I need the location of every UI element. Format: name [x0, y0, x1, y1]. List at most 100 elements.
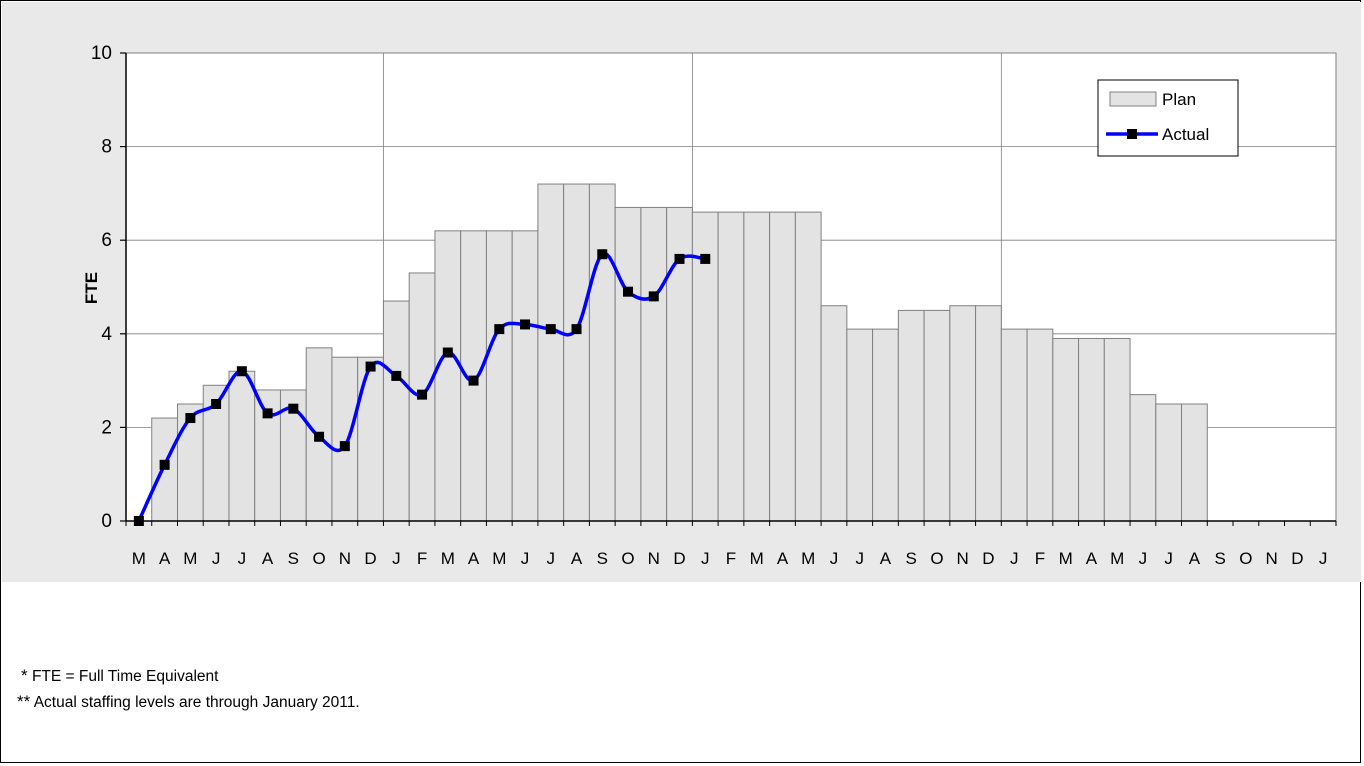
actual-point	[700, 253, 711, 264]
actual-point	[520, 319, 531, 330]
x-tick-label: N	[957, 549, 969, 568]
x-tick-label: M	[441, 549, 455, 568]
plan-bar	[794, 211, 822, 522]
plan-bar	[357, 356, 384, 522]
x-tick-label: M	[1059, 549, 1073, 568]
footnote-actual-mark: **	[17, 692, 31, 711]
x-tick-label: A	[571, 549, 583, 568]
x-tick-label: N	[1265, 549, 1277, 568]
x-tick-label: D	[364, 549, 376, 568]
y-tick-label: 2	[101, 417, 112, 438]
actual-point	[211, 399, 222, 409]
plan-bar	[1052, 337, 1080, 522]
legend-plan-swatch	[1109, 91, 1157, 107]
x-tick-label: O	[312, 549, 325, 568]
legend-plan-label: Plan	[1162, 90, 1196, 109]
plan-bar	[1155, 403, 1183, 522]
y-tick-label: 8	[101, 137, 112, 158]
x-tick-label: A	[159, 549, 171, 568]
plan-bar	[640, 206, 668, 522]
plan-bar	[511, 230, 539, 522]
actual-point	[571, 324, 582, 335]
plan-bar	[228, 370, 256, 522]
x-tick-label: J	[1319, 549, 1328, 568]
plan-bar	[1181, 403, 1208, 522]
plan-bar	[975, 305, 1002, 522]
x-tick-label: N	[339, 549, 351, 568]
x-tick-label: D	[673, 549, 685, 568]
actual-point	[648, 291, 659, 302]
x-tick-label: D	[1291, 549, 1303, 568]
x-tick-label: J	[1139, 549, 1148, 568]
x-tick-label: O	[930, 549, 943, 568]
plan-bar	[846, 328, 874, 522]
plan-bar	[769, 211, 796, 522]
plan-bar	[1078, 337, 1105, 522]
y-tick-label: 6	[101, 230, 112, 251]
x-tick-label: A	[1086, 549, 1098, 568]
legend-actual-marker	[1127, 129, 1137, 139]
x-tick-label: M	[132, 549, 146, 568]
plan-bar	[717, 211, 745, 522]
actual-point	[494, 324, 505, 335]
actual-point	[468, 375, 479, 386]
x-tick-label: J	[238, 549, 247, 568]
plan-bar	[176, 403, 204, 522]
plan-bar	[923, 309, 951, 522]
actual-point	[545, 324, 556, 335]
x-tick-label: A	[777, 549, 789, 568]
footnote-actual: ** Actual staffing levels are through Ja…	[17, 692, 360, 712]
plan-bar	[1026, 328, 1054, 522]
actual-point	[236, 366, 247, 377]
actual-point	[623, 286, 634, 297]
x-tick-label: O	[621, 549, 634, 568]
x-tick-label: M	[750, 549, 764, 568]
x-tick-label: F	[417, 549, 427, 568]
actual-point	[288, 403, 299, 414]
x-tick-label: A	[262, 549, 274, 568]
plan-bar	[563, 183, 590, 522]
plan-bar	[820, 305, 848, 522]
x-tick-label: O	[1239, 549, 1252, 568]
actual-point	[133, 516, 144, 526]
y-tick-label: 4	[101, 324, 112, 345]
x-tick-label: S	[597, 549, 608, 568]
actual-point	[262, 408, 273, 419]
x-tick-label: S	[288, 549, 299, 568]
plan-bar	[588, 183, 616, 522]
y-axis-title: FTE	[82, 272, 101, 304]
x-tick-label: M	[492, 549, 506, 568]
footnote-fte: * FTE = Full Time Equivalent	[21, 666, 218, 686]
plan-bar	[382, 300, 410, 522]
actual-point	[391, 370, 402, 381]
plan-bar	[485, 230, 513, 522]
x-tick-label: M	[183, 549, 197, 568]
x-tick-label: M	[1110, 549, 1124, 568]
actual-point	[597, 249, 608, 260]
actual-point	[365, 361, 376, 372]
x-tick-label: J	[1010, 549, 1019, 568]
x-tick-label: M	[801, 549, 815, 568]
x-tick-label: J	[855, 549, 864, 568]
x-tick-label: J	[1164, 549, 1173, 568]
x-tick-label: A	[1189, 549, 1201, 568]
plan-bar	[872, 328, 899, 522]
actual-point	[159, 459, 170, 470]
footnote-actual-text: Actual staffing levels are through Janua…	[33, 694, 360, 711]
footnote-fte-mark: *	[21, 666, 28, 685]
actual-point	[314, 431, 325, 442]
plan-bar	[614, 206, 642, 522]
actual-point	[674, 253, 685, 264]
x-tick-label: J	[521, 549, 530, 568]
actual-point	[417, 389, 428, 400]
x-tick-label: A	[468, 549, 480, 568]
x-tick-label: J	[547, 549, 556, 568]
plan-bar	[743, 211, 771, 522]
plan-bar	[408, 272, 436, 522]
y-tick-label: 10	[91, 43, 112, 64]
plan-bar	[1129, 394, 1157, 522]
x-tick-label: D	[982, 549, 994, 568]
x-tick-label: J	[392, 549, 401, 568]
footnote-fte-text: FTE = Full Time Equivalent	[31, 668, 219, 685]
